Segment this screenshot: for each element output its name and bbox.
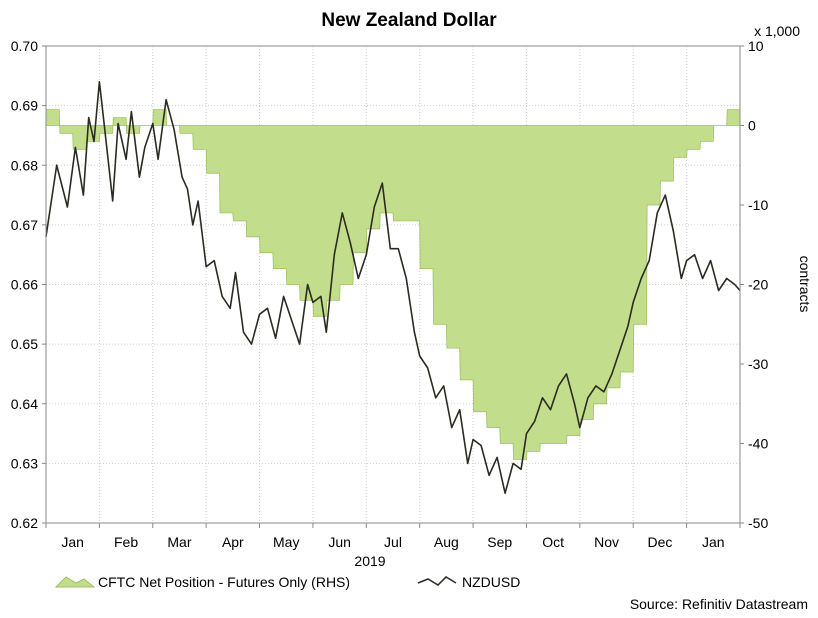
right-axis-label: contracts [797,256,813,313]
x-tick-label: Jan [61,534,84,550]
right-tick-label: 10 [748,38,764,54]
left-axis: 0.62 0.63 0.64 0.65 0.66 0.67 0.68 0.69 0.70 [11,38,46,531]
right-axis: -50 -40 -30 -20 -10 0 10 [740,38,768,531]
x-tick-label: Oct [542,534,564,550]
x-tick-label: Jan [702,534,725,550]
right-tick-label: -40 [748,436,768,452]
legend-line-swatch [417,576,457,586]
right-multiplier-label: x 1,000 [754,23,800,39]
x-tick-label: Mar [167,534,191,550]
left-tick-label: 0.66 [11,277,38,293]
legend-area-label: CFTC Net Position - Futures Only (RHS) [98,574,350,590]
x-tick-label: Feb [114,534,138,550]
line-layer [45,81,741,495]
left-tick-label: 0.69 [11,98,38,114]
right-tick-label: -20 [748,277,768,293]
x-tick-label: Jun [328,534,351,550]
legend-line-label: NZDUSD [462,574,520,590]
left-tick-label: 0.64 [11,396,38,412]
chart-title: New Zealand Dollar [321,10,497,31]
left-tick-label: 0.65 [11,336,38,352]
x-axis-label: 2019 [354,553,385,569]
left-tick-label: 0.70 [11,38,38,54]
right-tick-label: -50 [748,515,768,531]
x-tick-label: Nov [594,534,619,550]
left-tick-label: 0.62 [11,515,38,531]
left-tick-label: 0.63 [11,455,38,471]
legend-area-swatch [54,576,96,588]
right-tick-label: -10 [748,197,768,213]
x-tick-label: Dec [647,534,672,550]
x-tick-label: Apr [222,534,244,550]
legend: CFTC Net Position - Futures Only (RHS) N… [54,574,520,590]
left-tick-label: 0.68 [11,157,38,173]
x-tick-label: Sep [487,534,512,550]
x-tick-label: Aug [434,534,459,550]
right-tick-label: 0 [748,118,756,134]
x-tick-label: May [273,534,299,550]
x-tick-label: Jul [384,534,402,550]
nzdusd-line [45,81,741,495]
area-layer [45,109,741,460]
x-axis: Jan Feb Mar Apr May Jun Jul Aug Sep Oct Nov Dec Jan [45,523,741,550]
left-tick-label: 0.67 [11,217,38,233]
right-tick-label: -30 [748,356,768,372]
source-note: Source: Refinitiv Datastream [630,596,808,612]
cftc-net-position-area [45,109,741,460]
